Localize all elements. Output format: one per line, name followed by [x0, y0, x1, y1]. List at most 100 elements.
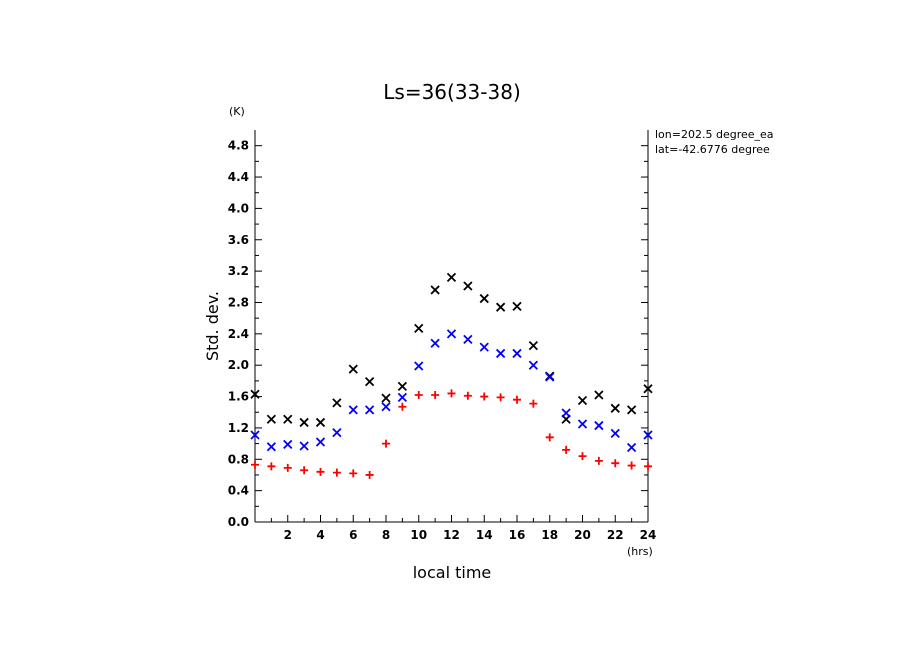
data-point-series-0	[283, 414, 293, 424]
data-point-series-1	[610, 428, 620, 439]
data-point-series-0	[364, 377, 375, 387]
x-tick-label: 20	[574, 528, 591, 542]
chart-title: Ls=36(33-38)	[383, 80, 521, 104]
y-tick-label: 0.8	[228, 452, 249, 466]
data-point-series-2	[414, 390, 423, 399]
data-point-series-0	[446, 272, 457, 283]
data-point-series-0	[430, 285, 440, 295]
data-point-series-2	[545, 433, 554, 442]
x-tick-label: 14	[476, 528, 493, 542]
x-axis-title: local time	[413, 563, 492, 582]
y-tick-label: 4.8	[228, 139, 249, 153]
data-point-series-1	[495, 348, 506, 359]
data-point-series-1	[577, 419, 588, 429]
annotation-lat: lat=-42.6776 degree	[655, 143, 770, 156]
data-point-series-1	[348, 405, 358, 415]
data-point-series-2	[398, 402, 407, 411]
data-point-series-0	[626, 405, 637, 415]
data-point-series-2	[611, 459, 620, 468]
y-tick-label: 4.4	[228, 170, 249, 184]
data-point-series-2	[496, 393, 505, 402]
data-point-series-0	[332, 398, 342, 408]
data-point-series-1	[283, 439, 293, 450]
data-point-series-2	[283, 463, 292, 472]
x-tick-label: 12	[443, 528, 460, 542]
data-point-series-2	[627, 461, 636, 470]
data-point-series-1	[250, 430, 260, 440]
data-point-series-1	[266, 442, 277, 452]
data-point-series-0	[299, 417, 309, 428]
data-point-series-2	[594, 456, 603, 465]
data-point-series-2	[349, 469, 358, 478]
data-point-series-0	[381, 393, 391, 403]
data-point-series-2	[332, 468, 341, 477]
data-point-series-0	[495, 302, 506, 312]
data-point-series-0	[348, 364, 358, 374]
y-tick-label: 0.0	[228, 515, 249, 529]
data-point-series-1	[414, 361, 424, 371]
data-point-series-2	[578, 452, 587, 461]
data-point-series-1	[512, 348, 522, 359]
data-point-series-1	[299, 441, 309, 451]
data-point-series-2	[300, 466, 309, 475]
data-point-series-2	[431, 390, 440, 399]
data-point-series-0	[512, 301, 522, 312]
y-tick-label: 2.8	[228, 295, 249, 309]
data-point-series-0	[610, 403, 620, 413]
data-point-series-0	[315, 417, 326, 428]
y-tick-label: 2.4	[228, 327, 249, 341]
data-point-series-2	[267, 462, 276, 471]
data-point-series-0	[594, 390, 604, 400]
x-tick-label: 8	[382, 528, 390, 542]
x-unit-label: (hrs)	[627, 545, 653, 558]
y-tick-label: 2.0	[228, 358, 249, 372]
y-tick-label: 3.6	[228, 233, 249, 247]
x-tick-label: 4	[316, 528, 324, 542]
y-unit-label: (K)	[229, 105, 245, 118]
data-point-series-2	[480, 392, 489, 401]
data-point-series-1	[594, 420, 604, 431]
data-point-series-0	[479, 293, 489, 304]
data-point-series-0	[643, 384, 653, 394]
data-point-series-0	[577, 395, 588, 406]
data-point-series-1	[528, 360, 539, 370]
data-point-series-1	[315, 437, 326, 447]
y-tick-label: 1.2	[228, 421, 249, 435]
data-point-series-1	[446, 329, 457, 339]
x-tick-label: 16	[509, 528, 526, 542]
data-point-series-1	[364, 405, 375, 415]
data-point-series-2	[513, 395, 521, 404]
data-point-series-1	[397, 392, 408, 402]
data-point-series-2	[365, 470, 374, 479]
data-point-series-2	[447, 389, 456, 398]
data-point-series-2	[529, 399, 538, 408]
x-tick-label: 2	[284, 528, 292, 542]
data-point-series-2	[316, 467, 325, 476]
data-point-series-0	[397, 381, 408, 392]
x-tick-label: 6	[349, 528, 357, 542]
data-point-series-1	[430, 338, 440, 348]
data-point-series-1	[643, 430, 653, 440]
data-point-series-0	[463, 281, 473, 291]
y-tick-label: 0.4	[228, 484, 249, 498]
data-point-series-1	[332, 427, 342, 438]
data-point-series-2	[382, 439, 390, 448]
data-point-series-1	[561, 408, 571, 418]
data-point-series-1	[463, 334, 473, 344]
data-point-series-0	[528, 340, 539, 351]
data-point-series-1	[545, 372, 555, 382]
data-point-series-1	[381, 402, 391, 412]
data-point-series-2	[562, 445, 571, 454]
data-point-series-1	[479, 342, 489, 352]
x-tick-label: 18	[541, 528, 558, 542]
data-point-series-2	[463, 391, 472, 400]
data-point-series-0	[266, 414, 277, 424]
data-point-series-0	[414, 323, 424, 333]
data-point-series-2	[644, 462, 652, 471]
data-point-series-1	[626, 442, 637, 453]
y-tick-label: 1.6	[228, 390, 249, 404]
y-tick-label: 3.2	[228, 264, 249, 278]
plot-layer: 0.0 0.4 0.8 1.2 1.6 2.0 2.4 2.8 3.2 3.6 4.0 4.4 4.8 2…	[228, 130, 656, 542]
